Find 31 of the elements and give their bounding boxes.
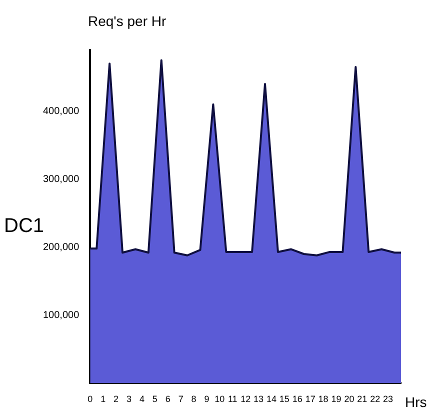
x-tick-label: 12 [240, 394, 251, 404]
y-axis-title: DC1 [4, 215, 44, 238]
x-tick-label: 1 [100, 394, 106, 404]
x-tick-label: 11 [228, 394, 238, 404]
x-tick-label: 19 [331, 394, 342, 404]
x-tick-label: 8 [191, 394, 196, 404]
x-tick-label: 22 [370, 394, 380, 404]
x-tick-label: 2 [114, 394, 119, 404]
x-tick-label: 4 [139, 394, 144, 404]
x-tick-label: 3 [126, 394, 132, 404]
y-tick-label: 300,000 [42, 174, 80, 185]
x-axis-title: Hrs [405, 394, 427, 410]
x-tick-label: 13 [254, 394, 264, 404]
x-tick-label: 10 [214, 394, 225, 404]
x-tick-label: 5 [152, 394, 158, 404]
x-tick-label: 16 [292, 394, 302, 404]
x-tick-label: 0 [88, 394, 93, 404]
x-tick-label: 23 [383, 394, 394, 404]
x-tick-label: 18 [318, 394, 328, 404]
y-tick-label: 100,000 [42, 310, 80, 321]
x-tick-label: 9 [204, 394, 210, 404]
x-tick-label: 7 [178, 394, 184, 404]
x-tick-label: 21 [357, 394, 368, 404]
y-tick-label: 200,000 [42, 242, 80, 253]
x-tick-label: 20 [344, 394, 354, 404]
x-tick-label: 14 [266, 394, 276, 404]
x-tick-label: 15 [279, 394, 290, 404]
x-tick-label: 6 [165, 394, 170, 404]
y-tick-label: 400,000 [42, 106, 80, 117]
x-tick-label: 17 [305, 394, 316, 404]
chart-title: Req's per Hr [88, 12, 166, 29]
